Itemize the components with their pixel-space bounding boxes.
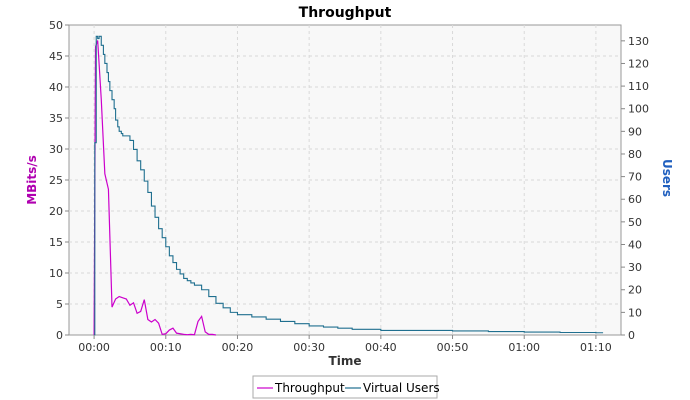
x-axis-label: Time xyxy=(329,354,362,368)
right-axis-ticks: 0 10 20 30 40 50 60 70 80 90 100 110 120 130 xyxy=(621,35,649,342)
right-tick-label: 110 xyxy=(628,80,649,93)
left-tick-label: 40 xyxy=(49,81,63,94)
legend: Throughput Virtual Users xyxy=(252,375,440,399)
right-tick-label: 40 xyxy=(628,238,642,251)
series-throughput-line xyxy=(93,40,217,336)
left-tick-label: 15 xyxy=(49,236,63,249)
right-tick-label: 0 xyxy=(628,329,635,342)
legend-users-label: Virtual Users xyxy=(363,381,440,395)
right-tick-label: 90 xyxy=(628,125,642,138)
right-axis-label: Users xyxy=(660,159,674,197)
x-tick-label: 00:20 xyxy=(222,341,254,354)
x-tick-label: 00:10 xyxy=(150,341,182,354)
series-virtual-users-line xyxy=(94,35,604,336)
x-tick-label: 00:50 xyxy=(437,341,469,354)
right-tick-label: 80 xyxy=(628,148,642,161)
left-tick-label: 25 xyxy=(49,174,63,187)
left-axis-ticks: 0 5 10 15 20 25 30 35 40 45 50 xyxy=(49,19,69,342)
left-tick-label: 5 xyxy=(56,298,63,311)
x-tick-label: 01:10 xyxy=(580,341,612,354)
series-layer xyxy=(93,35,604,336)
left-tick-label: 20 xyxy=(49,205,63,218)
left-tick-label: 50 xyxy=(49,19,63,32)
left-tick-label: 10 xyxy=(49,267,63,280)
right-tick-label: 10 xyxy=(628,306,642,319)
right-tick-label: 50 xyxy=(628,216,642,229)
legend-throughput-label: Throughput xyxy=(274,381,345,395)
right-tick-label: 20 xyxy=(628,284,642,297)
x-tick-label: 01:00 xyxy=(508,341,540,354)
x-axis-ticks: 00:00 00:10 00:20 00:30 00:40 00:50 01:00 01:10 xyxy=(78,335,612,354)
right-tick-label: 70 xyxy=(628,171,642,184)
left-tick-label: 30 xyxy=(49,143,63,156)
right-tick-label: 130 xyxy=(628,35,649,48)
grid-lines xyxy=(69,25,621,335)
left-tick-label: 45 xyxy=(49,50,63,63)
x-tick-label: 00:40 xyxy=(365,341,397,354)
right-tick-label: 120 xyxy=(628,57,649,70)
x-tick-label: 00:00 xyxy=(78,341,110,354)
left-tick-label: 0 xyxy=(56,329,63,342)
left-axis-label: MBits/s xyxy=(25,155,39,205)
x-tick-label: 00:30 xyxy=(293,341,325,354)
chart-title: Throughput xyxy=(299,5,392,21)
right-tick-label: 30 xyxy=(628,261,642,274)
legend-box xyxy=(252,375,438,399)
left-tick-label: 35 xyxy=(49,112,63,125)
right-tick-label: 100 xyxy=(628,103,649,116)
right-tick-label: 60 xyxy=(628,193,642,206)
